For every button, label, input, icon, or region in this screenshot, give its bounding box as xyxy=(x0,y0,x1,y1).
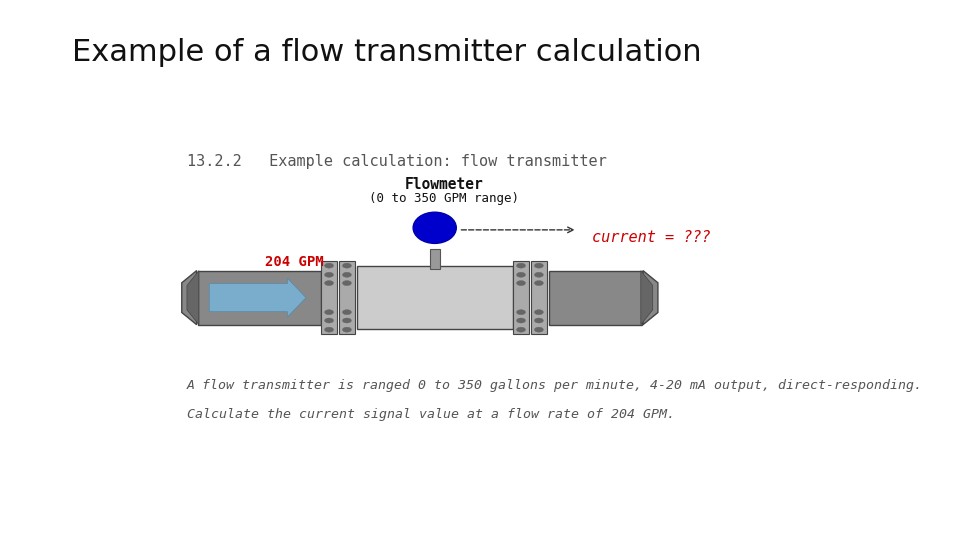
Text: A flow transmitter is ranged 0 to 350 gallons per minute, 4-20 mA output, direct: A flow transmitter is ranged 0 to 350 ga… xyxy=(187,379,923,392)
Circle shape xyxy=(516,263,525,268)
Text: 204 GPM: 204 GPM xyxy=(265,255,324,269)
Circle shape xyxy=(343,263,351,268)
Circle shape xyxy=(516,310,525,315)
Bar xyxy=(339,261,355,334)
Circle shape xyxy=(516,327,525,332)
Polygon shape xyxy=(643,271,658,325)
Circle shape xyxy=(324,318,333,323)
Circle shape xyxy=(324,281,333,286)
Circle shape xyxy=(535,327,543,332)
Circle shape xyxy=(324,263,333,268)
Circle shape xyxy=(343,281,351,286)
Polygon shape xyxy=(641,271,653,325)
Bar xyxy=(198,271,321,325)
Text: current = ???: current = ??? xyxy=(592,230,711,245)
Circle shape xyxy=(535,318,543,323)
Circle shape xyxy=(535,272,543,277)
Circle shape xyxy=(343,272,351,277)
Circle shape xyxy=(535,281,543,286)
Circle shape xyxy=(324,272,333,277)
Text: Example of a flow transmitter calculation: Example of a flow transmitter calculatio… xyxy=(72,38,702,67)
Text: Calculate the current signal value at a flow rate of 204 GPM.: Calculate the current signal value at a … xyxy=(187,408,675,421)
Circle shape xyxy=(535,263,543,268)
Circle shape xyxy=(343,310,351,315)
Bar xyxy=(548,271,641,325)
Circle shape xyxy=(324,327,333,332)
Bar xyxy=(356,266,513,329)
Circle shape xyxy=(343,318,351,323)
Polygon shape xyxy=(187,271,199,325)
Circle shape xyxy=(324,310,333,315)
Bar xyxy=(531,261,547,334)
FancyArrow shape xyxy=(209,278,306,317)
Circle shape xyxy=(535,310,543,315)
Bar xyxy=(321,261,337,334)
Circle shape xyxy=(516,281,525,286)
Polygon shape xyxy=(181,271,197,325)
Circle shape xyxy=(516,272,525,277)
Ellipse shape xyxy=(413,212,456,244)
Bar xyxy=(513,261,529,334)
Text: 13.2.2   Example calculation: flow transmitter: 13.2.2 Example calculation: flow transmi… xyxy=(187,154,607,169)
Text: (0 to 350 GPM range): (0 to 350 GPM range) xyxy=(369,192,518,205)
Circle shape xyxy=(343,327,351,332)
Text: Flowmeter: Flowmeter xyxy=(404,177,483,192)
Bar xyxy=(429,248,440,268)
Circle shape xyxy=(516,318,525,323)
